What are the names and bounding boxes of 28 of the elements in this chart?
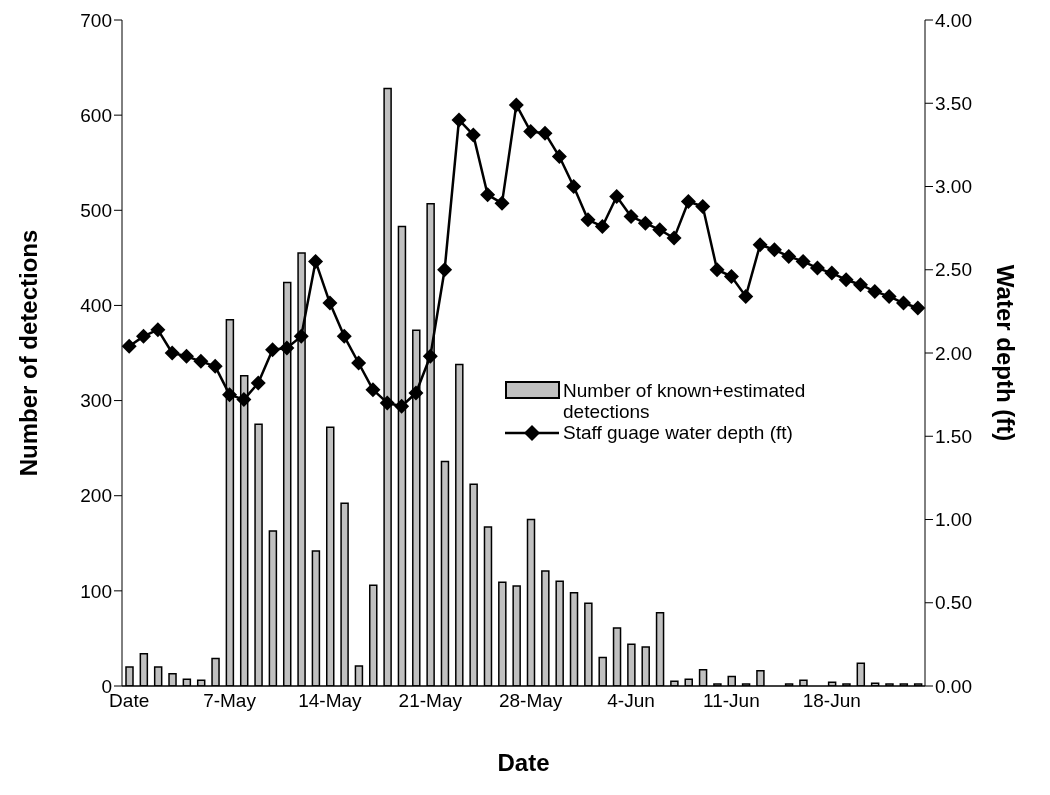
x-tick-label: 11-Jun [703,690,760,712]
y2-tick-label: 2.50 [935,259,972,281]
y2-tick-label: 0.50 [935,592,972,614]
x-tick-label: 14-May [298,690,363,712]
y2-tick-label: 4.00 [935,9,972,31]
x-tick-label: 4-Jun [607,690,655,712]
legend-label: Staff guage water depth (ft) [563,422,794,443]
y-tick-label: 100 [80,580,112,602]
y2-tick-label: 0.00 [935,675,972,697]
y2-axis-title: Water depth (ft) [992,264,1020,442]
x-tick-label: 21-May [398,690,463,712]
y-tick-label: 700 [80,9,112,31]
y-tick-label: 500 [80,200,112,222]
y-axis-title: Number of detections [14,229,42,477]
x-axis-title: Date [497,749,550,776]
y2-tick-label: 3.50 [935,93,972,114]
y-tick-label: 400 [80,295,112,317]
y2-tick-label: 1.00 [935,509,972,531]
y-tick-label: 200 [80,485,112,507]
y-tick-label: 300 [80,390,112,412]
y-tick-label: 600 [80,104,112,126]
y2-tick-label: 2.00 [935,342,972,364]
x-tick-label: 18-Jun [802,690,861,712]
x-tick-label: 7-May [203,690,257,712]
legend-label: Number of known+estimated detections [563,380,807,422]
y2-tick-label: 1.50 [935,425,972,447]
y2-tick-label: 3.00 [935,176,972,198]
x-tick-label: 28-May [498,690,563,712]
